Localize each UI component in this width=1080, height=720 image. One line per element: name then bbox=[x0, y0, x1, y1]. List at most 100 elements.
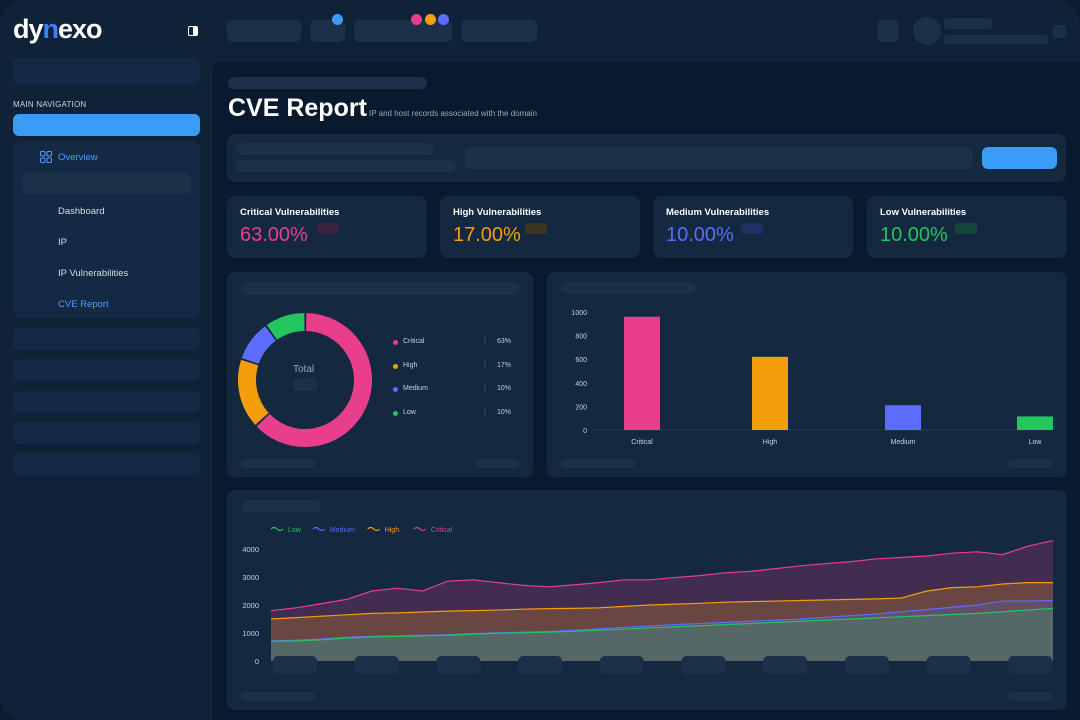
legend-item-critical[interactable]: Critical | 63% bbox=[393, 337, 513, 348]
area-fill-low bbox=[271, 608, 1053, 661]
y-tick-label: 3000 bbox=[242, 573, 259, 582]
grid-icon bbox=[40, 151, 52, 163]
bar-critical[interactable] bbox=[624, 316, 660, 430]
sidebar-item-placeholder[interactable] bbox=[13, 328, 200, 350]
x-tick-placeholder bbox=[844, 656, 889, 674]
donut-center-label: Total bbox=[293, 364, 315, 375]
x-tick-placeholder bbox=[1008, 656, 1053, 674]
sidebar: dynexo MAIN NAVIGATION Overview Dashboar… bbox=[0, 0, 213, 720]
x-tick-placeholder bbox=[763, 656, 808, 674]
sidebar-item-placeholder[interactable] bbox=[13, 453, 200, 475]
stat-badge bbox=[525, 223, 547, 234]
sidebar-item-overview[interactable]: Overview bbox=[58, 152, 98, 163]
legend-label: Critical bbox=[403, 338, 425, 345]
page-title: CVE Report bbox=[228, 94, 367, 122]
username-placeholder bbox=[944, 18, 992, 29]
y-tick-label: 4000 bbox=[242, 545, 259, 554]
area-chart: 0 1000 2000 3000 4000 Low Medium High Critical bbox=[242, 526, 1054, 674]
search-input[interactable] bbox=[465, 147, 973, 169]
legend-label: Medium bbox=[403, 385, 428, 392]
card-footer-placeholder bbox=[1008, 459, 1053, 468]
card-title-placeholder bbox=[561, 282, 696, 294]
legend-label[interactable]: Critical bbox=[431, 527, 453, 534]
notification-dot bbox=[332, 14, 343, 25]
y-tick-label: 0 bbox=[583, 428, 587, 435]
series-line-critical[interactable] bbox=[270, 540, 1054, 612]
topbar-tab-placeholder[interactable] bbox=[227, 20, 301, 42]
area-fill-high bbox=[271, 582, 1053, 661]
legend-item-medium[interactable]: Medium | 10% bbox=[393, 384, 513, 395]
legend-dot bbox=[393, 387, 398, 392]
menu-icon-placeholder[interactable] bbox=[1053, 25, 1066, 38]
card-title-placeholder bbox=[241, 500, 321, 512]
topbar-tab-placeholder[interactable] bbox=[354, 20, 452, 42]
legend-label: High bbox=[403, 361, 418, 369]
stat-value: 17.00% bbox=[453, 224, 521, 246]
sidebar-toggle-icon[interactable] bbox=[188, 26, 198, 36]
donut-slice-critical[interactable] bbox=[256, 313, 372, 447]
x-tick-placeholder bbox=[354, 656, 399, 674]
stat-label: High Vulnerabilities bbox=[453, 207, 542, 218]
y-tick-label: 2000 bbox=[242, 601, 259, 610]
donut-chart bbox=[238, 313, 372, 447]
bar-high[interactable] bbox=[752, 356, 788, 430]
legend-item-high[interactable]: High | 17% bbox=[393, 361, 513, 372]
donut-slice-high[interactable] bbox=[238, 359, 269, 425]
legend-item-low[interactable]: Low | 10% bbox=[393, 408, 513, 419]
avatar[interactable] bbox=[913, 17, 941, 45]
legend-label[interactable]: Medium bbox=[330, 527, 355, 534]
legend-percent: 10% bbox=[497, 408, 512, 416]
sidebar-item-ip-vulnerabilities[interactable]: IP Vulnerabilities bbox=[58, 268, 129, 279]
sidebar-item-placeholder[interactable] bbox=[13, 391, 200, 413]
topbar-icon-placeholder[interactable] bbox=[877, 20, 899, 42]
bar-medium[interactable] bbox=[885, 405, 921, 430]
sidebar-item-placeholder[interactable] bbox=[13, 422, 200, 444]
area-fill-critical bbox=[271, 540, 1053, 661]
sidebar-subpanel: Overview Dashboard IP IP Vulnerabilities… bbox=[13, 141, 200, 318]
nav-heading: MAIN NAVIGATION bbox=[13, 100, 87, 109]
main-content: CVE Report IP and host records associate… bbox=[213, 62, 1080, 720]
brand-logo[interactable]: dynexo bbox=[13, 14, 103, 45]
color-dot-orange bbox=[425, 14, 436, 25]
card-footer-placeholder bbox=[475, 459, 519, 468]
sidebar-subitem-placeholder[interactable] bbox=[22, 173, 191, 194]
page-subtitle: IP and host records associated with the … bbox=[369, 109, 537, 118]
topbar-tab-placeholder[interactable] bbox=[310, 20, 345, 42]
series-line-low[interactable] bbox=[270, 607, 1054, 642]
legend-label[interactable]: Low bbox=[288, 527, 302, 534]
stat-card-critical: Critical Vulnerabilities 63.00% bbox=[227, 196, 427, 258]
x-tick-placeholder bbox=[599, 656, 644, 674]
sidebar-item-dashboard[interactable]: Dashboard bbox=[58, 206, 105, 217]
x-tick-placeholder bbox=[518, 656, 563, 674]
search-button[interactable] bbox=[982, 147, 1057, 169]
card-footer-placeholder bbox=[241, 459, 315, 468]
topbar-tab-placeholder[interactable] bbox=[461, 20, 537, 42]
sidebar-item-ip[interactable]: IP bbox=[58, 237, 67, 248]
bar-low[interactable] bbox=[1017, 416, 1053, 430]
stat-label: Medium Vulnerabilities bbox=[666, 207, 770, 218]
legend-percent: 63% bbox=[497, 338, 512, 345]
area-chart-card: 0 1000 2000 3000 4000 Low Medium High Critical bbox=[227, 490, 1067, 710]
stat-badge bbox=[955, 223, 977, 234]
legend-dot bbox=[393, 340, 398, 345]
user-role-placeholder bbox=[944, 35, 1048, 44]
card-footer-placeholder bbox=[241, 692, 315, 701]
sidebar-item-placeholder[interactable] bbox=[13, 359, 200, 381]
sidebar-item-cve-report[interactable]: CVE Report bbox=[58, 299, 109, 310]
logo-text-prefix: dy bbox=[13, 14, 43, 44]
donut-slice-medium[interactable] bbox=[241, 326, 277, 365]
legend-label: Low bbox=[403, 408, 416, 416]
card-title-placeholder bbox=[241, 282, 520, 295]
series-line-high[interactable] bbox=[270, 582, 1053, 620]
stat-value: 10.00% bbox=[880, 224, 948, 246]
donut-slice-low[interactable] bbox=[266, 313, 305, 341]
legend-separator: | bbox=[484, 384, 486, 391]
stat-card-medium: Medium Vulnerabilities 10.00% bbox=[653, 196, 853, 258]
legend-label[interactable]: High bbox=[385, 527, 400, 534]
sidebar-search-placeholder[interactable] bbox=[13, 58, 200, 85]
sidebar-item-active[interactable] bbox=[13, 114, 200, 136]
y-tick-label: 600 bbox=[575, 357, 587, 364]
x-tick-label: Low bbox=[1029, 439, 1043, 446]
legend-dot bbox=[393, 363, 398, 369]
breadcrumb-placeholder bbox=[228, 77, 427, 89]
